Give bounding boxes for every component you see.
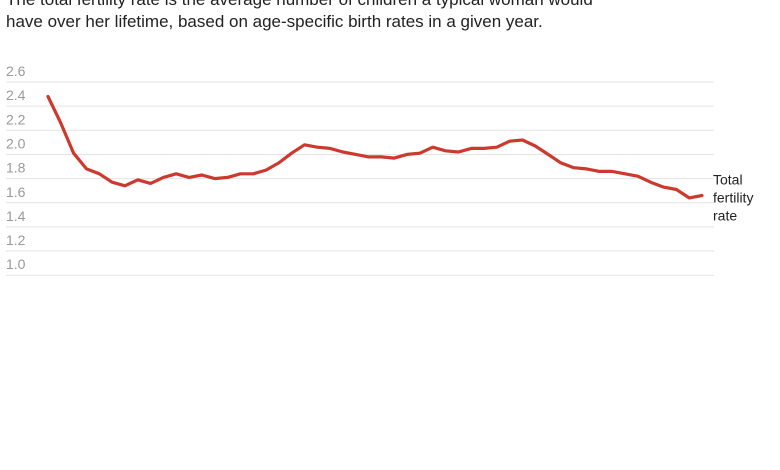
y-tick-label: 1.6	[6, 184, 26, 200]
y-tick-label: 1.0	[6, 256, 26, 272]
chart-subtitle: The total fertility rate is the average …	[6, 0, 593, 31]
series-label-line: rate	[713, 208, 737, 224]
y-tick-label: 2.4	[6, 87, 26, 103]
series-labels: Total fertility rate	[713, 172, 753, 224]
series-lines	[46, 94, 704, 200]
gridlines	[6, 81, 714, 276]
y-tick-label: 1.2	[6, 232, 26, 248]
y-tick-label: 1.8	[6, 160, 26, 176]
y-tick-label: 2.0	[6, 135, 26, 151]
y-tick-label: 2.6	[6, 63, 26, 79]
series-label: Total fertility rate	[713, 172, 753, 224]
y-tick-label: 2.2	[6, 111, 26, 127]
y-axis-ticks: 1.0 1.2 1.4 1.6 1.8 2.0 2.2 2.4 2.6	[6, 63, 26, 272]
series-label-line: Total	[713, 172, 743, 188]
series-label-line: fertility	[713, 190, 753, 206]
y-tick-label: 1.4	[6, 208, 26, 224]
series-line	[46, 94, 704, 200]
